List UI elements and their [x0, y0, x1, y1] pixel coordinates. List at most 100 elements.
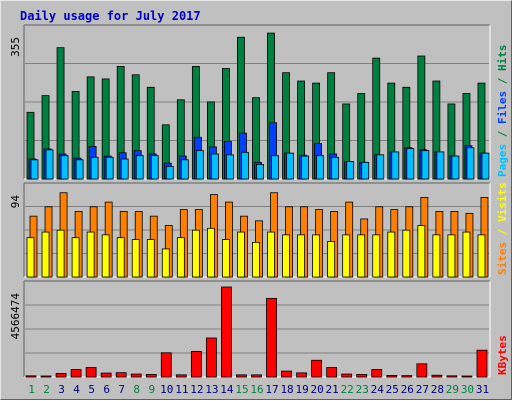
x-tick-label: 19: [295, 383, 308, 396]
bar-kbytes-day-6: [100, 372, 112, 378]
bar-sites-day-22: [342, 234, 351, 278]
legend-entry: Pages: [496, 144, 509, 177]
x-tick-label: 23: [356, 383, 369, 396]
bar-kbytes-day-29: [446, 375, 458, 378]
bar-pages-day-8: [135, 155, 144, 180]
bar-kbytes-day-2: [40, 375, 52, 378]
x-tick-label: 28: [431, 383, 444, 396]
bar-kbytes-day-10: [160, 352, 172, 378]
bar-sites-day-23: [357, 234, 366, 278]
x-tick-label: 8: [133, 383, 140, 396]
bar-pages-day-7: [120, 158, 129, 180]
chart-title: Daily usage for July 2017: [20, 9, 201, 23]
legend-entry: /: [496, 124, 509, 144]
bar-sites-day-27: [417, 225, 426, 278]
bar-kbytes-day-12: [190, 350, 202, 378]
bar-sites-day-10: [161, 248, 170, 278]
bar-pages-day-12: [195, 150, 204, 180]
bar-kbytes-day-26: [401, 375, 413, 378]
bar-kbytes-day-9: [145, 374, 157, 378]
bar-sites-day-26: [402, 229, 411, 278]
series-bars: [26, 32, 490, 180]
bar-pages-day-31: [481, 152, 490, 180]
x-tick-label: 10: [160, 383, 173, 396]
panel-legend: Pages / Files / Hits: [496, 45, 509, 178]
bar-kbytes-day-20: [311, 359, 323, 378]
bar-kbytes-day-30: [461, 375, 473, 378]
bar-pages-day-4: [75, 159, 84, 180]
bar-sites-day-4: [71, 237, 80, 278]
panel-visits-sites: 94 Sites / Visits: [9, 182, 509, 278]
bar-sites-day-2: [41, 231, 50, 278]
x-tick-label: 9: [148, 383, 155, 396]
x-tick-label: 30: [461, 383, 474, 396]
bar-sites-day-3: [56, 229, 65, 278]
legend-entry: /: [496, 71, 509, 91]
bar-pages-day-14: [226, 154, 234, 180]
legend-entry: /: [496, 222, 509, 242]
bar-sites-day-15: [237, 231, 245, 278]
bar-pages-day-20: [316, 155, 325, 180]
bar-kbytes-day-27: [416, 363, 428, 378]
x-tick-label: 21: [326, 383, 339, 396]
bar-kbytes-day-4: [70, 369, 82, 378]
bar-pages-day-30: [466, 147, 475, 180]
bar-sites-day-19: [297, 234, 305, 278]
bar-kbytes-day-28: [431, 374, 443, 378]
x-tick-label: 24: [371, 383, 385, 396]
bar-pages-day-29: [451, 155, 460, 180]
x-tick-label: 15: [235, 383, 248, 396]
bar-kbytes-day-15: [236, 374, 247, 378]
bar-pages-day-28: [436, 151, 445, 180]
legend-entry: Visits: [496, 182, 509, 222]
x-tick-label: 17: [265, 383, 278, 396]
x-tick-label: 7: [118, 383, 125, 396]
bar-sites-day-6: [101, 234, 110, 278]
bar-kbytes-day-8: [130, 373, 142, 378]
x-axis-ticks: 1 2 3 4 5 6 7 8 9 10 11 12 13 14 15 16 17 18 19 20 21 22 23 24 2…: [28, 383, 489, 396]
bar-sites-day-8: [131, 239, 140, 278]
bar-pages-day-18: [286, 152, 294, 180]
x-tick-label: 26: [401, 383, 414, 396]
bar-kbytes-day-14: [221, 286, 232, 378]
bar-sites-day-14: [222, 239, 230, 278]
bar-kbytes-day-13: [205, 337, 217, 378]
bar-sites-day-25: [387, 231, 396, 278]
bar-pages-day-3: [60, 155, 69, 180]
bar-sites-day-21: [327, 241, 336, 278]
bar-pages-day-26: [406, 148, 415, 180]
bar-kbytes-day-3: [55, 373, 67, 378]
bar-kbytes-day-16: [251, 374, 262, 378]
bar-kbytes-day-22: [341, 373, 353, 378]
x-tick-label: 1: [28, 383, 35, 396]
bar-kbytes-day-17: [266, 297, 277, 378]
series-bars: [26, 192, 489, 278]
x-tick-label: 2: [43, 383, 50, 396]
x-tick-label: 11: [175, 383, 188, 396]
bar-kbytes-day-11: [175, 374, 187, 378]
x-tick-label: 3: [58, 383, 65, 396]
panel-legend: KBytes: [496, 335, 509, 375]
x-tick-label: 12: [190, 383, 203, 396]
bar-kbytes-day-1: [25, 375, 37, 378]
bar-sites-day-28: [432, 234, 441, 278]
panel-kbytes: 4566474 KBytes: [9, 280, 509, 378]
legend-entry: Sites: [496, 242, 509, 275]
bar-sites-day-7: [116, 237, 125, 278]
bar-kbytes-day-7: [115, 372, 127, 378]
bar-pages-day-21: [331, 156, 340, 180]
bar-pages-day-13: [210, 153, 219, 180]
bar-sites-day-17: [267, 231, 275, 278]
bar-kbytes-day-23: [356, 374, 368, 378]
bar-sites-day-12: [191, 229, 200, 278]
bar-sites-day-13: [206, 227, 215, 278]
bar-sites-day-30: [462, 231, 471, 278]
bar-pages-day-11: [180, 159, 189, 180]
panel-hits-files-pages: 355 Pages / Files / Hits: [9, 24, 509, 180]
x-tick-label: 16: [250, 383, 263, 396]
bar-pages-day-2: [45, 149, 54, 180]
chart-panels: 355 Pages / Files / Hits 94 Sites / Visits 4…: [9, 24, 509, 378]
bar-pages-day-15: [241, 151, 249, 180]
